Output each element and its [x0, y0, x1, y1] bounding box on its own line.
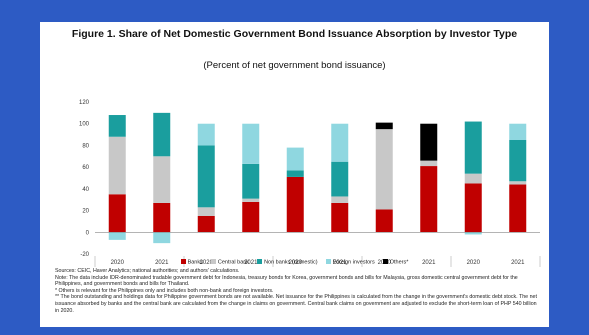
bar-segment — [509, 123, 527, 140]
legend-label: Banks — [187, 259, 203, 266]
legend-item: Others* — [382, 259, 409, 266]
bar-segment — [242, 201, 260, 233]
bar-segment — [464, 232, 482, 235]
bar-segment — [242, 123, 260, 164]
legend-swatch — [180, 259, 186, 264]
y-tick-label: 40 — [82, 187, 89, 193]
bar-segment — [420, 123, 438, 161]
bar-segment — [153, 232, 171, 244]
legend-item: Banks — [180, 259, 203, 266]
y-tick-label: 60 — [82, 165, 89, 171]
legend-label: Non banks (domestic) — [264, 259, 318, 266]
x-tick-label: 2021 — [511, 260, 525, 266]
bar-segment — [375, 129, 393, 210]
bar-segment — [242, 198, 260, 202]
y-tick-label: 0 — [86, 230, 90, 236]
y-tick-label: 80 — [82, 143, 89, 149]
x-tick-label: 2020 — [111, 260, 125, 266]
x-tick-label: 2021 — [333, 260, 347, 266]
bar-segment — [331, 196, 349, 203]
bar-segment — [375, 209, 393, 233]
bar-segment — [464, 173, 482, 184]
bar-segment — [108, 115, 126, 137]
bar-segment — [108, 194, 126, 233]
chart-title: Figure 1. Share of Net Domestic Governme… — [71, 28, 518, 40]
chart-legend: Banks Central bank Non banks (domestic) For… — [40, 259, 549, 266]
x-tick-label: 2020 — [200, 260, 214, 266]
figure-card: Figure 1. Share of Net Domestic Governme… — [40, 22, 549, 327]
note-philippines: ** The bond outstanding and holdings dat… — [55, 294, 537, 314]
bar-segment — [153, 156, 171, 203]
legend-swatch — [325, 259, 331, 264]
legend-swatch — [210, 259, 216, 264]
legend-label: Foreign investors — [332, 259, 375, 266]
bar-segment — [509, 184, 527, 233]
bar-segment — [197, 123, 215, 146]
legend-item: Foreign investors — [325, 259, 375, 266]
bar-segment — [420, 160, 438, 167]
note-sources: Sources: CEIC, Haver Analytics; national… — [55, 268, 240, 274]
legend-label: Central bank — [217, 259, 250, 266]
bar-segment — [108, 232, 126, 240]
bar-segment — [108, 136, 126, 195]
x-tick-label: 2021 — [244, 260, 258, 266]
bar-segment — [197, 216, 215, 233]
legend-item: Non banks (domestic) — [257, 259, 318, 266]
bar-segment — [331, 202, 349, 233]
bar-segment — [286, 170, 304, 177]
note-others: * Others is relevant for the Philippines… — [55, 287, 274, 294]
bar-segment — [153, 202, 171, 233]
y-tick-label: -20 — [80, 252, 89, 258]
legend-item: Central bank — [210, 259, 250, 266]
x-tick-label: 2020 — [467, 260, 481, 266]
chart-subtitle: (Percent of net government bond issuance… — [203, 60, 386, 71]
bar-chart: -20 0 20 40 60 80 100 120 2020 2021 2020 2021 2020 20… — [79, 100, 541, 267]
bar-segment — [464, 183, 482, 233]
bar-segment — [375, 122, 393, 130]
legend-label: Others* — [389, 259, 409, 266]
y-tick-label: 120 — [79, 100, 90, 106]
bar-segment — [331, 161, 349, 197]
y-tick-label: 20 — [82, 209, 89, 215]
bar-segment — [197, 145, 215, 208]
note-data: Note: The data include IDR-denominated t… — [55, 274, 518, 288]
x-tick-label: 2020 — [289, 260, 303, 266]
bar-segment — [153, 112, 171, 157]
bar-segment — [464, 121, 482, 174]
bar-segment — [420, 166, 438, 233]
bar-segment — [286, 147, 304, 171]
x-tick-label: 2021 — [155, 260, 169, 266]
bar-segment — [197, 207, 215, 216]
y-tick-label: 100 — [79, 122, 90, 128]
legend-swatch — [257, 259, 263, 264]
bar-segment — [242, 163, 260, 199]
bar-segment — [509, 140, 527, 182]
legend-swatch — [382, 259, 388, 264]
bar-segment — [331, 123, 349, 162]
x-tick-label: 2021 — [422, 260, 436, 266]
bar-segment — [509, 181, 527, 185]
bar-segment — [286, 176, 304, 233]
chart-notes: Sources: CEIC, Haver Analytics; national… — [55, 268, 540, 314]
